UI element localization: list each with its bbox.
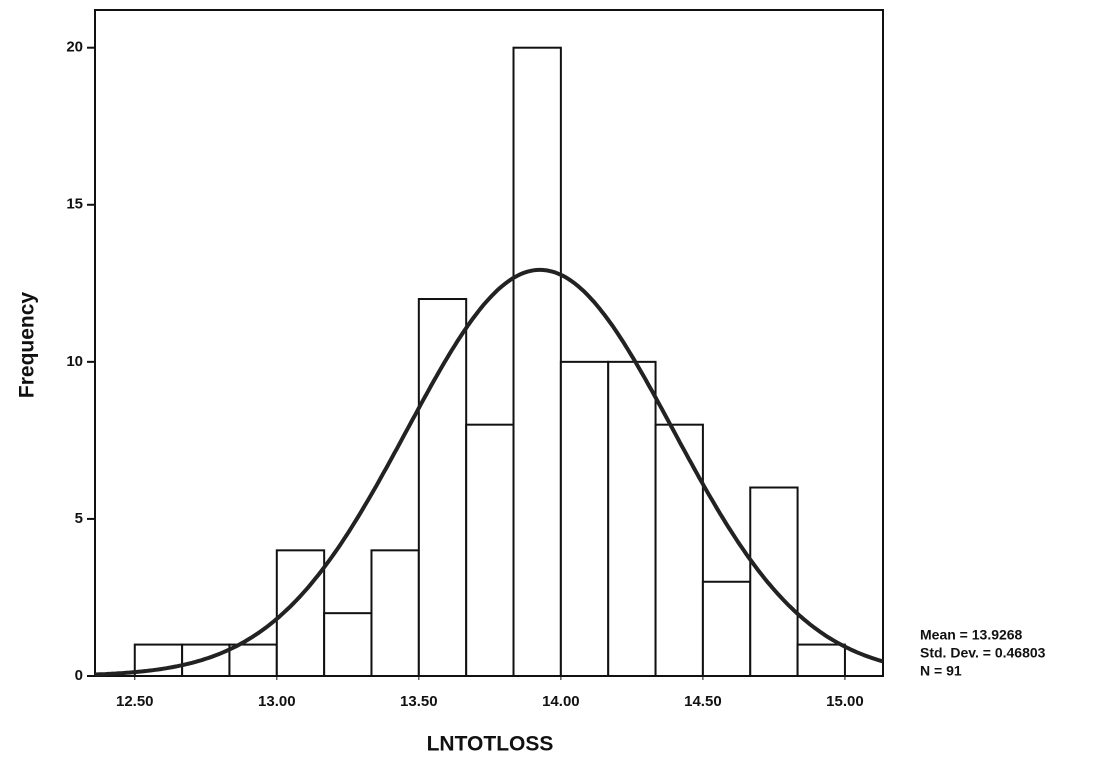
y-tick-label: 10 bbox=[66, 353, 83, 370]
y-tick-label: 0 bbox=[75, 667, 83, 684]
fit-stat: Mean = 13.9268 bbox=[920, 627, 1023, 643]
histogram-bar bbox=[465, 423, 515, 678]
x-tick-label: 14.00 bbox=[542, 693, 580, 710]
y-tick-label: 20 bbox=[66, 39, 83, 56]
x-tick-label: 14.50 bbox=[684, 693, 722, 710]
x-tick-label: 13.00 bbox=[258, 693, 296, 710]
histogram-bar bbox=[796, 643, 846, 677]
normal-curve bbox=[94, 267, 884, 677]
fit-stat: N = 91 bbox=[920, 663, 962, 679]
histogram-bar bbox=[654, 423, 704, 678]
x-axis-label: LNTOTLOSS bbox=[427, 733, 554, 756]
histogram-bar bbox=[701, 580, 752, 677]
x-tick-label: 15.00 bbox=[826, 693, 864, 710]
y-tick-label: 5 bbox=[75, 510, 83, 527]
histogram-bar bbox=[417, 298, 468, 677]
x-tick-label: 12.50 bbox=[116, 693, 154, 710]
histogram-bar bbox=[370, 549, 420, 677]
fit-stat: Std. Dev. = 0.46803 bbox=[920, 645, 1046, 661]
histogram-bar bbox=[607, 360, 657, 677]
y-tick-label: 15 bbox=[66, 196, 83, 213]
histogram-bar bbox=[228, 643, 278, 677]
y-axis-label: Frequency bbox=[16, 292, 39, 399]
histogram-bar bbox=[323, 612, 373, 677]
histogram-bar bbox=[749, 486, 799, 677]
histogram-bar bbox=[559, 360, 610, 677]
x-tick-label: 13.50 bbox=[400, 693, 438, 710]
histogram-bar bbox=[512, 46, 562, 677]
